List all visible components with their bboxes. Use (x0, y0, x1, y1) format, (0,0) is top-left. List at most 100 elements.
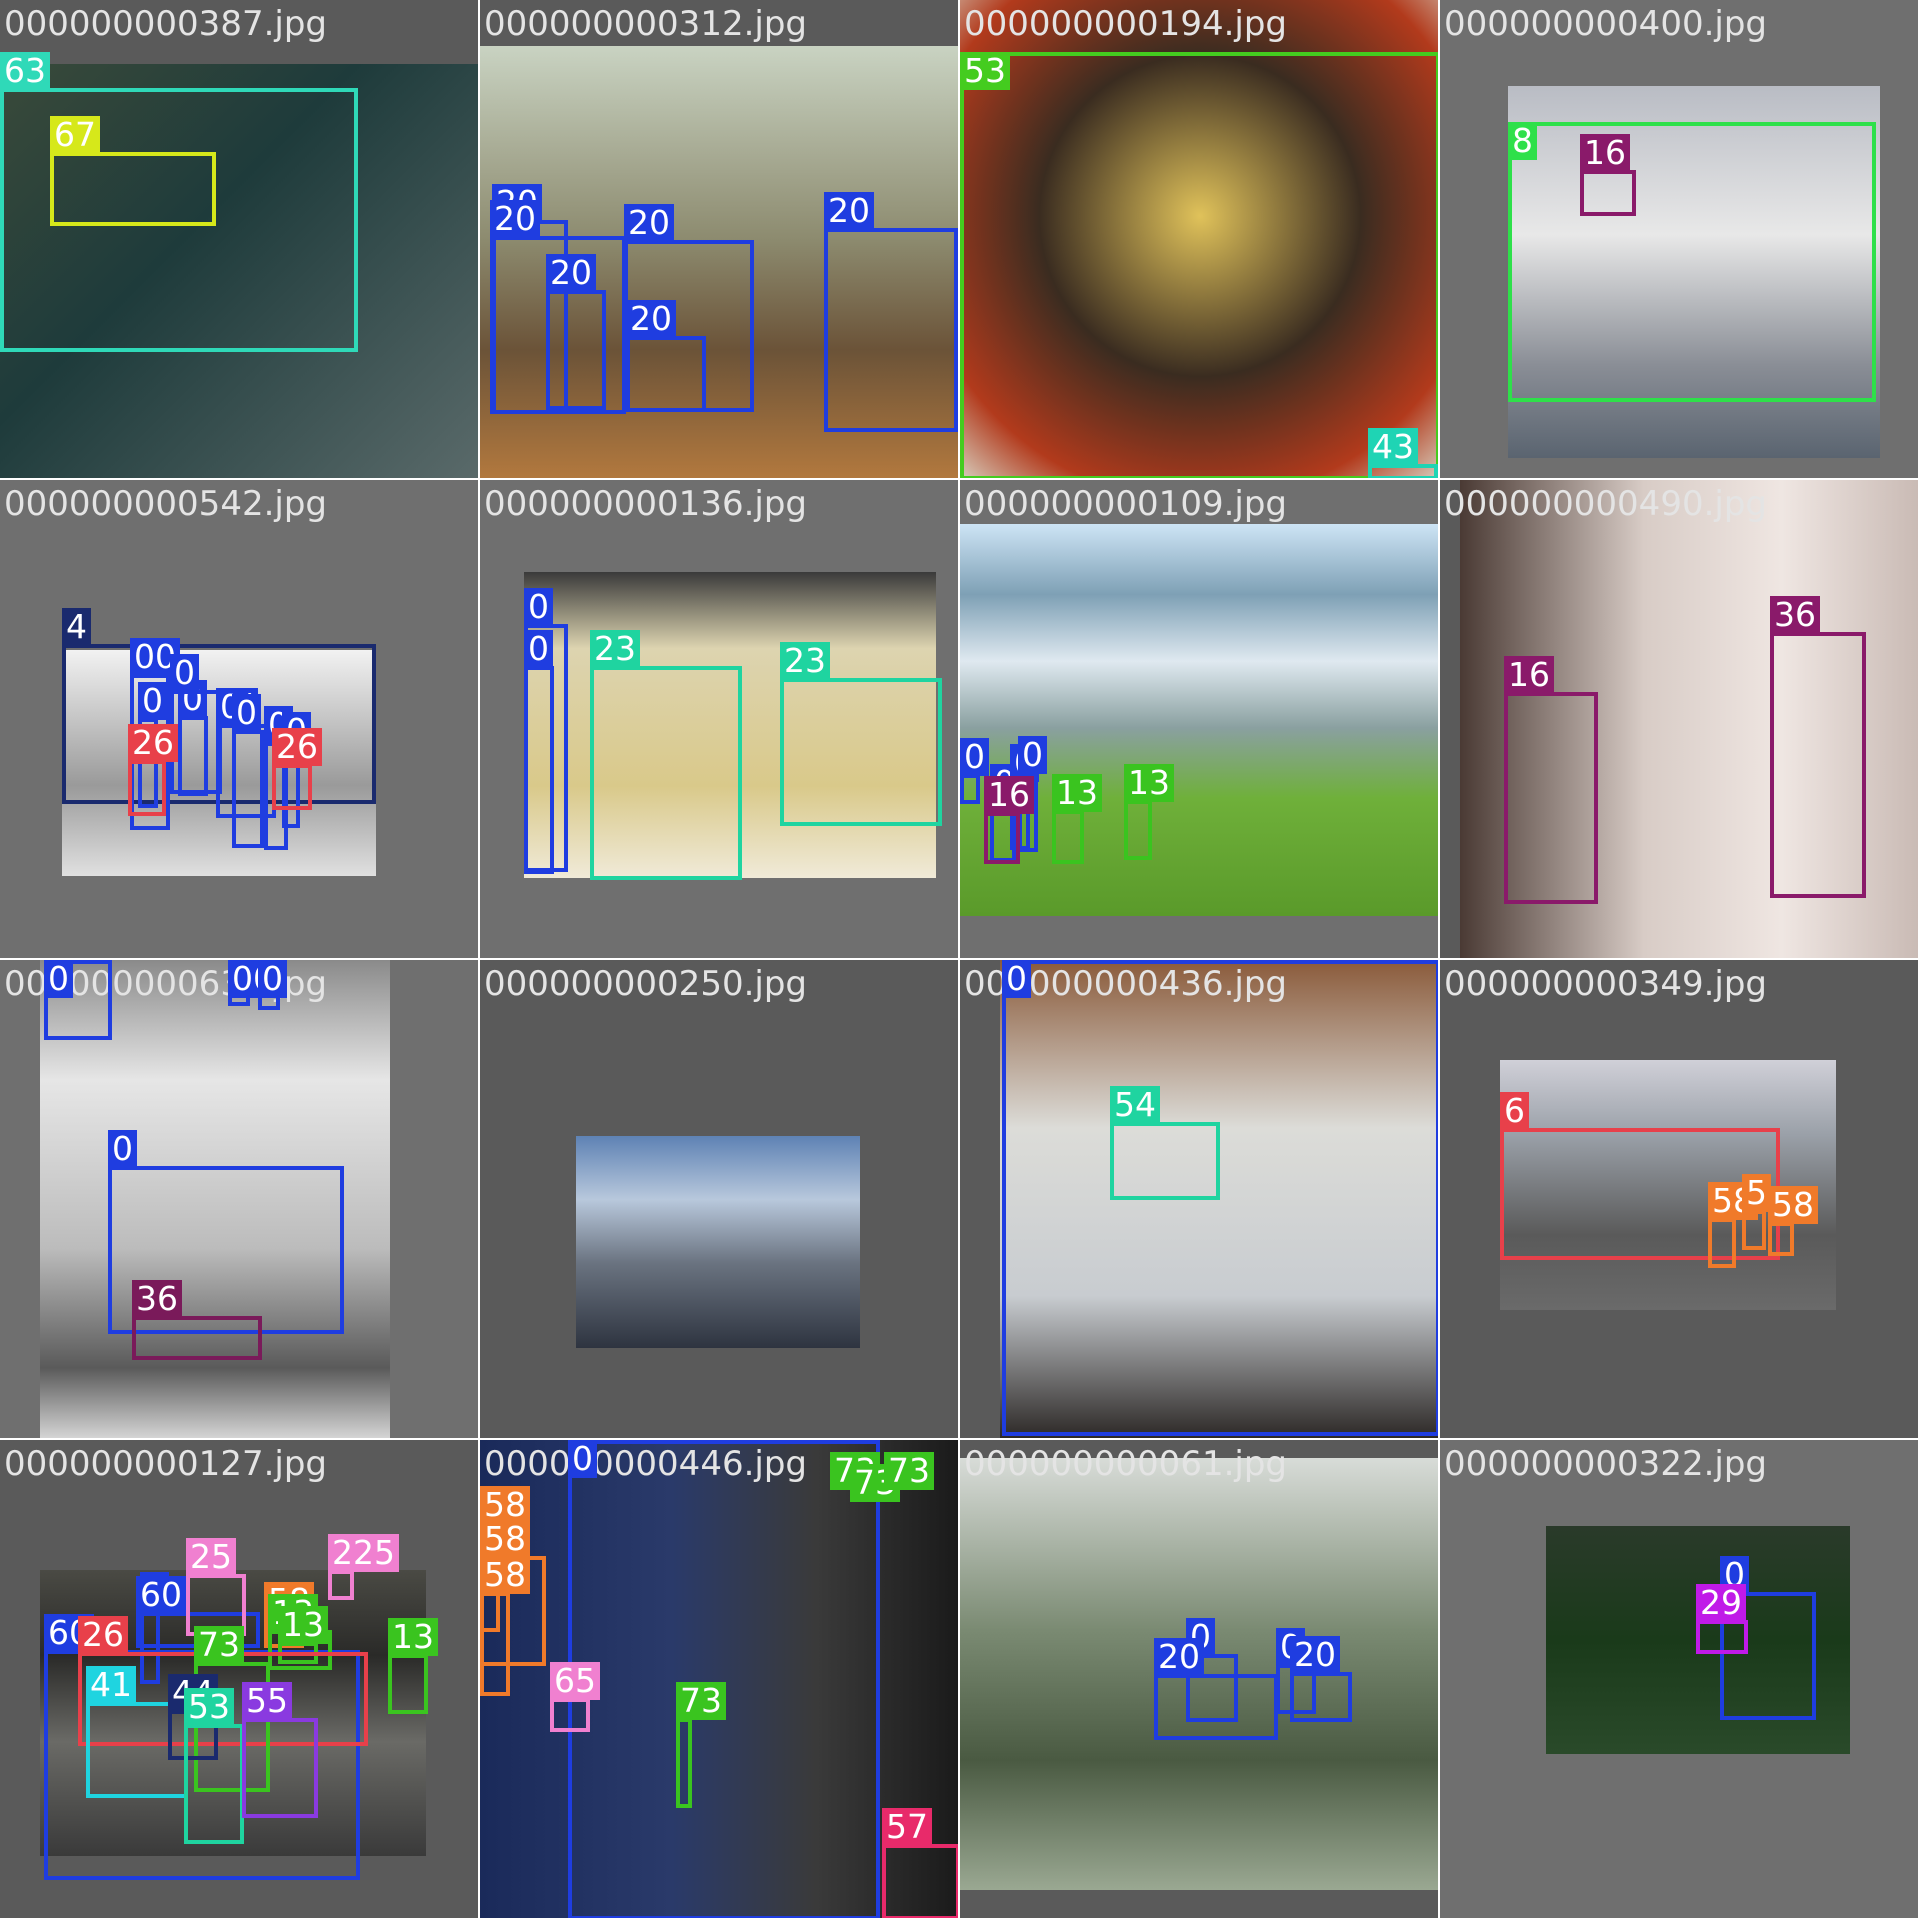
detection-box: 73 (676, 1682, 726, 1808)
tile-filename: 000000000312.jpg (484, 4, 807, 44)
detection-label: 0 (568, 1440, 597, 1478)
detection-label: 73 (884, 1452, 934, 1490)
mosaic-tile: 000000000061.jpg002020 (960, 1440, 1440, 1920)
tile-filename: 000000000400.jpg (1444, 4, 1767, 44)
mosaic-tile: 000000000446.jpg0585858657373737357 (480, 1440, 960, 1920)
detection-label: 43 (1368, 428, 1418, 466)
detection-label: 26 (128, 724, 178, 762)
detection-label: 0 (1018, 736, 1047, 774)
detection-label: 16 (1580, 134, 1630, 172)
detection-label: 8 (1508, 122, 1537, 160)
detection-box: 0 (108, 1130, 344, 1334)
detection-box: 60 (136, 1576, 260, 1648)
detection-box: 13 (278, 1606, 328, 1664)
detection-box: 0 (960, 738, 989, 804)
tile-filename: 000000000322.jpg (1444, 1444, 1767, 1484)
detection-box: 58 (480, 1556, 530, 1696)
tile-filename: 000000000446.jpg (484, 1444, 807, 1484)
detection-label: 0 (232, 694, 261, 732)
detection-label: 13 (278, 1606, 328, 1644)
detection-label: 16 (984, 776, 1034, 814)
detection-label: 25 (186, 1538, 236, 1576)
detection-box: 20 (490, 200, 626, 414)
detection-label: 225 (328, 1534, 399, 1572)
detection-box: 0 (44, 960, 112, 1040)
detection-box: 73 (194, 1626, 270, 1792)
detection-box: 20 (626, 300, 706, 412)
detection-label: 26 (272, 728, 322, 766)
mosaic-tile: 000000000490.jpg 16 36 (1440, 480, 1920, 960)
tile-filename: 000000000061.jpg (964, 1444, 1287, 1484)
detection-box: 16 (984, 776, 1034, 864)
detection-label: 58 (480, 1520, 530, 1558)
detection-label: 20 (546, 254, 596, 292)
detection-box: 54 (1110, 1086, 1220, 1200)
detection-box: 0 (1002, 960, 1438, 1436)
detection-label: 20 (1154, 1638, 1204, 1676)
detection-label: 63 (0, 52, 50, 90)
detection-box: 53 (960, 52, 1438, 478)
detection-label: 13 (1052, 774, 1102, 812)
tile-filename: 000000000194.jpg (964, 4, 1287, 44)
detection-box: 55 (242, 1682, 318, 1818)
detection-label: 4 (62, 608, 91, 646)
detection-label: 67 (50, 116, 100, 154)
detection-box: 25 (186, 1538, 246, 1636)
detection-label: 41 (86, 1666, 136, 1704)
detection-label: 0 (108, 1130, 137, 1168)
detection-box: 73 (850, 1464, 900, 1502)
detection-box: 0 (568, 1440, 880, 1918)
tile-photo (576, 1136, 860, 1348)
detection-label: 13 (388, 1618, 438, 1656)
detection-label: 36 (1770, 596, 1820, 634)
tile-photo (960, 524, 1438, 916)
detection-label: 20 (624, 204, 674, 242)
detection-box: 20 (546, 254, 606, 410)
tile-photo (960, 0, 1438, 478)
detection-label: 0 (524, 630, 553, 668)
detection-label: 55 (242, 1682, 292, 1720)
detection-box: 26 (128, 724, 178, 816)
detection-label: 0 (1002, 960, 1031, 998)
detection-box: 36 (132, 1280, 262, 1360)
tile-photo (1460, 480, 1918, 958)
detection-box: 29 (1696, 1584, 1748, 1654)
tile-filename: 000000000127.jpg (4, 1444, 327, 1484)
detection-box: 20 (1290, 1636, 1352, 1722)
detection-box: 63 (0, 52, 358, 352)
detection-box: 65 (550, 1662, 600, 1732)
detection-label: 53 (960, 52, 1010, 90)
detection-label: 26 (78, 1616, 128, 1654)
detection-label: 57 (882, 1808, 932, 1846)
detection-label: 23 (590, 630, 640, 668)
detection-label: 5 (1742, 1174, 1771, 1212)
tile-filename: 000000000250.jpg (484, 964, 807, 1004)
tile-photo (1508, 86, 1880, 458)
detection-box: 16 (1580, 134, 1636, 216)
detection-box: 26 (272, 728, 322, 810)
detection-label: 0 (258, 960, 287, 998)
tile-filename: 000000000136.jpg (484, 484, 807, 524)
detection-label: 58 (480, 1486, 530, 1524)
mosaic-tile: 000000000349.jpg 6 58 5 58 (1440, 960, 1920, 1440)
tile-filename: 000000000490.jpg (1444, 484, 1767, 524)
detection-label: 20 (626, 300, 676, 338)
detection-label: 0 (524, 588, 553, 626)
detection-label: 0 (138, 682, 167, 720)
detection-box: 8 (1508, 122, 1876, 402)
tile-filename: 000000000387.jpg (4, 4, 327, 44)
detection-label: 20 (490, 200, 540, 238)
tile-filename: 000000000109.jpg (964, 484, 1287, 524)
detection-box: 225 (328, 1534, 399, 1600)
detection-box: 67 (50, 116, 216, 226)
detection-label: 53 (184, 1688, 234, 1726)
detection-label: 16 (1504, 656, 1554, 694)
detection-box: 0 (524, 630, 554, 874)
mosaic-tile: 000000000127.jpg600602522558131313267341… (0, 1440, 480, 1920)
detection-label: 60 (136, 1576, 186, 1614)
detection-box: 58 (1708, 1182, 1758, 1268)
detection-box: 73 (884, 1452, 934, 1490)
detection-label: 73 (194, 1626, 244, 1664)
detection-box: 5 (1742, 1174, 1771, 1250)
